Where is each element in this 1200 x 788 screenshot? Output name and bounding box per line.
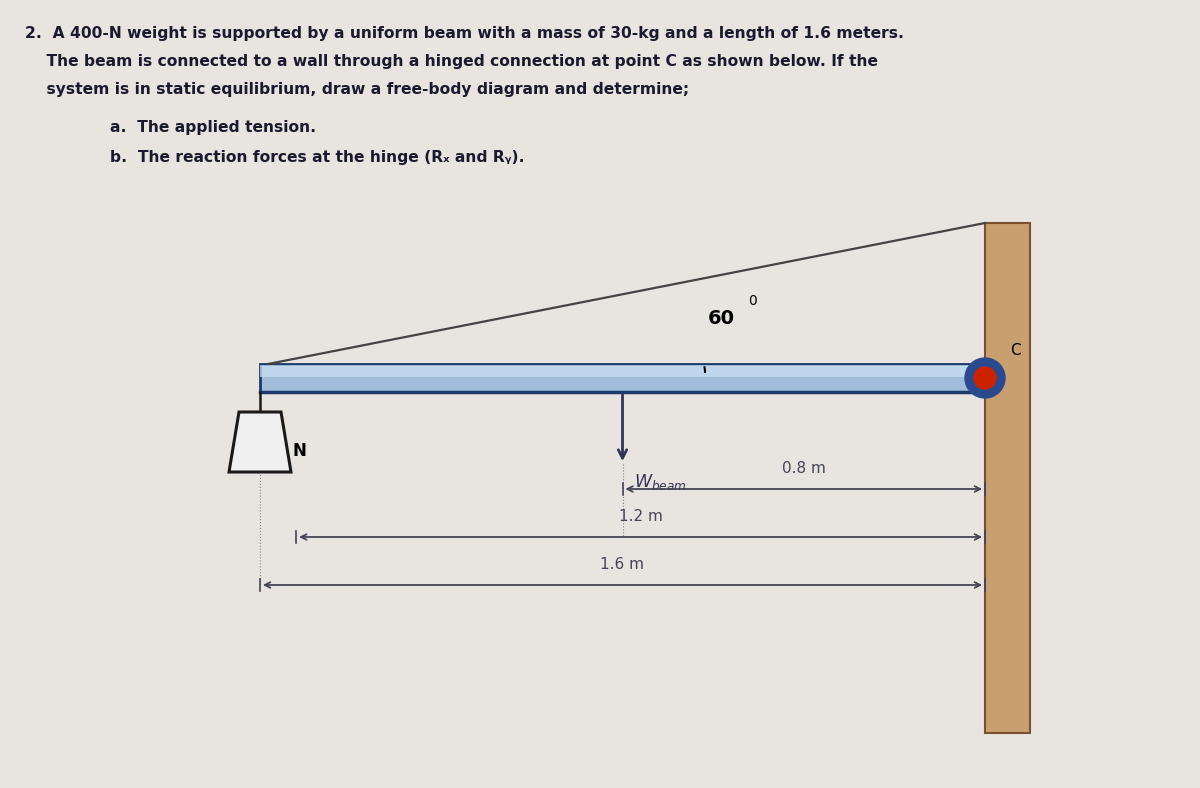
Bar xyxy=(985,223,1030,733)
Polygon shape xyxy=(229,412,292,472)
Text: 0: 0 xyxy=(748,294,757,308)
Bar xyxy=(260,365,985,377)
Text: 1.6 m: 1.6 m xyxy=(600,557,644,572)
Text: 2.  A 400-N weight is supported by a uniform beam with a mass of 30-kg and a len: 2. A 400-N weight is supported by a unif… xyxy=(25,26,904,41)
Text: N: N xyxy=(292,442,306,460)
Text: C: C xyxy=(1010,343,1021,358)
Text: system is in static equilibrium, draw a free-body diagram and determine;: system is in static equilibrium, draw a … xyxy=(25,82,689,97)
Circle shape xyxy=(965,358,1006,398)
Text: 60: 60 xyxy=(708,309,734,328)
Text: 0.8 m: 0.8 m xyxy=(782,461,826,476)
Text: 1.2 m: 1.2 m xyxy=(619,509,662,524)
Text: 400: 400 xyxy=(238,436,272,454)
Circle shape xyxy=(974,367,996,389)
Text: b.  The reaction forces at the hinge (Rₓ and Rᵧ).: b. The reaction forces at the hinge (Rₓ … xyxy=(110,150,524,165)
Text: a.  The applied tension.: a. The applied tension. xyxy=(110,120,316,135)
Text: $W_{beam}$: $W_{beam}$ xyxy=(635,472,688,492)
Bar xyxy=(260,364,985,392)
Text: The beam is connected to a wall through a hinged connection at point C as shown : The beam is connected to a wall through … xyxy=(25,54,878,69)
